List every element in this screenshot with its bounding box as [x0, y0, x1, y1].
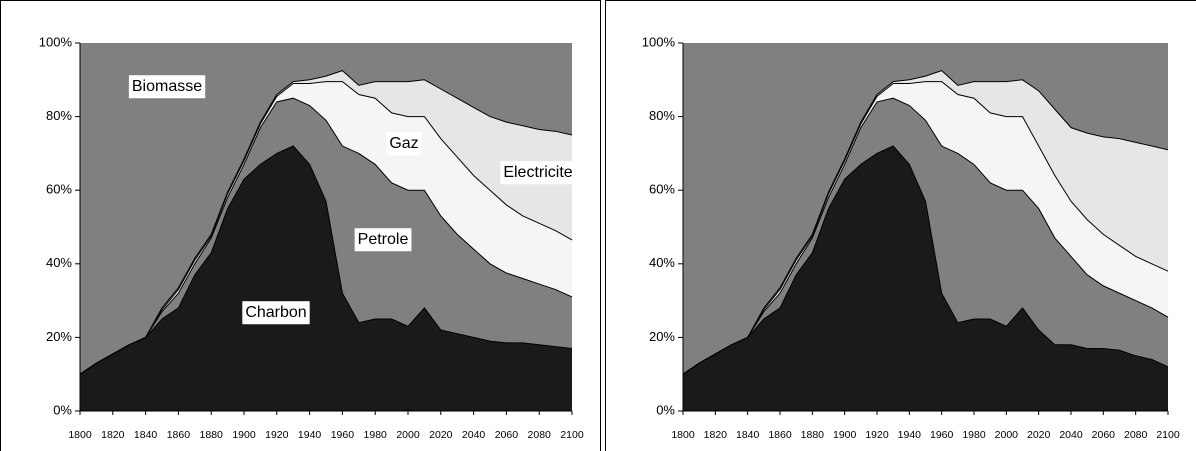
x-tick-label: 2060 [495, 429, 519, 441]
x-tick-label: 2040 [1059, 429, 1083, 441]
label-box [386, 132, 422, 156]
y-tick-label: 60% [46, 182, 72, 197]
y-tick-label: 80% [46, 108, 72, 123]
panel-frame [0, 0, 601, 451]
x-tick-label: 1920 [865, 429, 889, 441]
area [683, 43, 1168, 375]
x-tick-label: 2020 [1027, 429, 1051, 441]
x-tick-label: 2100 [560, 429, 584, 441]
area [683, 81, 1168, 375]
x-tick-label: 1880 [801, 429, 825, 441]
label-box [354, 228, 412, 252]
x-tick-label: 1800 [671, 429, 695, 441]
series-label: Biomasse [128, 75, 206, 99]
boundary-line [682, 81, 1169, 375]
x-tick-label: 2100 [1156, 429, 1180, 441]
x-tick-label: 2080 [1124, 429, 1148, 441]
area [80, 43, 572, 375]
label-box [500, 161, 576, 185]
x-tick-label: 1900 [833, 429, 857, 441]
boundary-line [682, 145, 1169, 375]
x-tick-label: 1840 [134, 429, 158, 441]
y-tick-label: 20% [649, 329, 675, 344]
y-tick-label: 0% [656, 402, 675, 417]
label-box [128, 75, 206, 99]
x-tick-label: 1960 [331, 429, 355, 441]
area [80, 81, 572, 375]
area [683, 70, 1168, 375]
boundary-line [682, 70, 1169, 375]
boundary-line [79, 97, 573, 375]
x-tick-label: 1880 [200, 429, 224, 441]
x-tick-label: 1860 [167, 429, 191, 441]
y-tick-label: 100% [39, 34, 73, 49]
series-label: Electricite [500, 161, 576, 185]
x-tick-label: 1940 [898, 429, 922, 441]
x-tick-label: 2060 [1092, 429, 1116, 441]
boundary-line [79, 81, 573, 375]
x-tick-label: 1800 [68, 429, 92, 441]
x-tick-label: 2020 [429, 429, 453, 441]
boundary-line [79, 70, 573, 375]
y-tick-label: 60% [649, 182, 675, 197]
y-tick-label: 0% [53, 402, 72, 417]
x-tick-label: 2000 [396, 429, 420, 441]
area [80, 70, 572, 375]
area [683, 98, 1168, 375]
y-tick-label: 40% [649, 255, 675, 270]
x-tick-label: 1920 [265, 429, 289, 441]
series-label-text: Charbon [245, 304, 306, 321]
series-label-text: Gaz [389, 135, 418, 152]
y-tick-label: 40% [46, 255, 72, 270]
series-label: Charbon [242, 301, 310, 325]
x-tick-label: 2080 [528, 429, 552, 441]
area [80, 146, 572, 412]
x-tick-label: 1940 [298, 429, 322, 441]
label-box [242, 301, 310, 325]
x-tick-label: 1900 [232, 429, 256, 441]
y-tick-label: 80% [649, 108, 675, 123]
x-tick-label: 2040 [462, 429, 486, 441]
series-label: Petrole [354, 228, 412, 252]
x-tick-label: 1980 [364, 429, 388, 441]
x-tick-label: 1820 [101, 429, 125, 441]
series-label-text: Petrole [358, 231, 409, 248]
area [80, 98, 572, 375]
y-tick-label: 100% [642, 34, 676, 49]
x-tick-label: 1840 [736, 429, 760, 441]
series-label-text: Biomasse [132, 78, 202, 95]
x-tick-label: 2000 [995, 429, 1019, 441]
y-tick-label: 20% [46, 329, 72, 344]
x-tick-label: 1860 [768, 429, 792, 441]
area [683, 146, 1168, 412]
x-tick-label: 1960 [930, 429, 954, 441]
series-label-text: Electricite [503, 164, 572, 181]
x-tick-label: 1820 [704, 429, 728, 441]
boundary-line [682, 97, 1169, 375]
x-tick-label: 1980 [962, 429, 986, 441]
panel-frame [605, 0, 1196, 451]
boundary-line [79, 145, 573, 375]
series-label: Gaz [386, 132, 422, 156]
